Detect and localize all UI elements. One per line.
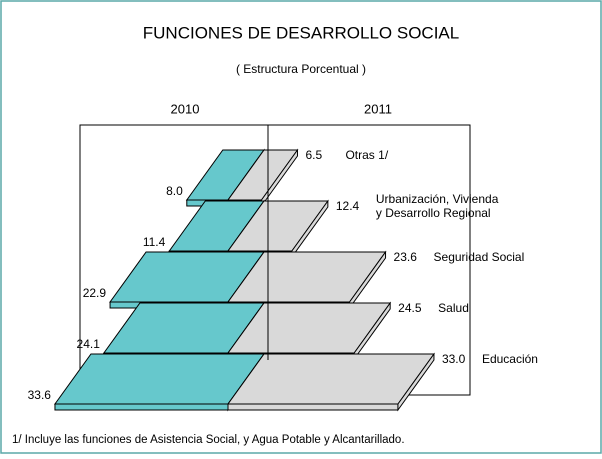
slab-front [54, 403, 229, 411]
value-label: 24.5 [398, 301, 422, 315]
value-label: 11.4 [143, 235, 166, 249]
series-label: 2011 [364, 101, 392, 116]
category-label: Otras 1/ [345, 148, 388, 162]
value-label: 6.5 [305, 148, 322, 162]
category-label: y Desarrollo Regional [376, 206, 491, 220]
value-label: 12.4 [336, 199, 360, 213]
slab-front [227, 403, 399, 411]
value-label: 23.6 [394, 250, 418, 264]
category-label: Urbanización, Vivienda [376, 192, 499, 206]
value-label: 24.1 [77, 337, 101, 351]
chart-subtitle: ( Estructura Porcentual ) [236, 62, 366, 76]
category-label: Educación [482, 352, 538, 366]
value-label: 33.0 [442, 352, 466, 366]
footnote: 1/ Incluye las funciones de Asistencia S… [12, 434, 405, 446]
slab-side [397, 352, 435, 412]
value-label: 8.0 [166, 184, 183, 198]
slab-top [53, 353, 265, 405]
value-label: 22.9 [83, 286, 107, 300]
value-label: 33.6 [28, 388, 52, 402]
series-label: 2010 [171, 101, 200, 116]
slab [227, 352, 435, 412]
category-label: Salud [438, 301, 469, 315]
chart-title: FUNCIONES DE DESARROLLO SOCIAL [143, 23, 459, 42]
category-label: Seguridad Social [434, 250, 525, 264]
slabs: 8.0 6.5 Otras 1/11.4 12.4 Urbanización, Vivi… [28, 148, 538, 412]
